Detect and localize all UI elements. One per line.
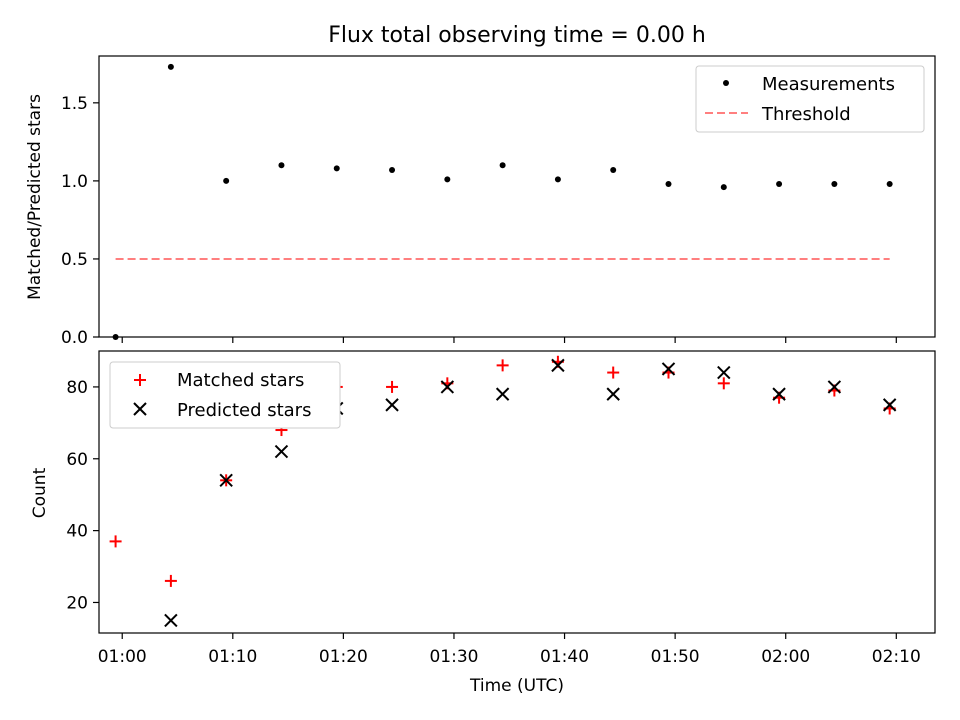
predicted-star-marker xyxy=(385,398,399,412)
predicted-star-marker xyxy=(772,387,786,401)
measurements-legend-marker xyxy=(723,80,729,86)
measurement-point xyxy=(499,162,506,169)
measurement-point xyxy=(610,166,617,173)
measurement-point xyxy=(444,176,451,183)
measurement-point xyxy=(167,63,174,70)
top-y-axis-label: Matched/Predicted stars xyxy=(25,94,45,300)
measurement-point xyxy=(389,166,396,173)
matched-legend-label: Matched stars xyxy=(177,370,304,391)
predicted-star-marker xyxy=(219,473,233,488)
matched-star-marker xyxy=(717,377,730,390)
x-tick-label: 01:50 xyxy=(651,647,700,667)
measurement-point xyxy=(333,165,340,172)
y-tick-label: 1.0 xyxy=(61,172,88,192)
predicted-star-marker xyxy=(717,365,731,380)
predicted-star-marker xyxy=(274,444,289,459)
predicted-star-marker xyxy=(827,380,842,394)
matched-star-marker xyxy=(164,574,177,587)
matched-legend-marker xyxy=(134,374,146,386)
top-axes-frame xyxy=(98,55,936,338)
y-tick-label: 1.5 xyxy=(61,94,88,114)
bottom-legend-box xyxy=(109,361,341,429)
matched-star-marker xyxy=(386,380,399,393)
predicted-star-marker xyxy=(495,387,510,401)
predicted-legend-label: Predicted stars xyxy=(177,400,311,421)
measurements-legend-label: Measurements xyxy=(762,74,895,95)
matched-star-marker xyxy=(109,535,122,548)
y-tick-label: 20 xyxy=(66,593,88,613)
bottom-y-axis-label: Count xyxy=(30,467,50,518)
measurement-point xyxy=(720,184,727,191)
measurement-point xyxy=(776,181,783,188)
y-tick-label: 40 xyxy=(66,522,88,542)
predicted-star-marker xyxy=(164,613,178,628)
threshold-legend-label: Threshold xyxy=(761,104,851,125)
predicted-star-marker xyxy=(551,358,565,373)
figure-title: Flux total observing time = 0.00 h xyxy=(328,23,706,48)
predicted-legend-marker xyxy=(133,402,147,416)
y-tick-label: 80 xyxy=(66,378,88,398)
top-legend-box xyxy=(695,65,925,133)
measurement-point xyxy=(278,162,285,169)
predicted-star-marker xyxy=(440,380,455,394)
measurement-point xyxy=(831,181,838,188)
bottom-series-marks xyxy=(109,355,897,628)
predicted-star-marker xyxy=(661,362,676,376)
matched-star-marker xyxy=(607,366,620,379)
measurement-point xyxy=(554,176,561,183)
y-tick-label: 0.5 xyxy=(61,250,88,270)
top-panel: 0.0 0.5 1.0 1.5 Matched/Predicted stars Mea… xyxy=(25,55,936,348)
measurement-point xyxy=(665,181,672,188)
x-tick-label: 02:00 xyxy=(761,647,810,667)
x-tick-label: 01:40 xyxy=(540,647,589,667)
x-tick-label: 01:10 xyxy=(208,647,257,667)
measurement-point xyxy=(886,181,893,188)
measurement-point xyxy=(223,177,230,184)
predicted-star-marker xyxy=(882,398,897,412)
top-axis-ticks: 0.0 0.5 1.0 1.5 xyxy=(61,94,897,348)
x-tick-label: 01:20 xyxy=(319,647,368,667)
bottom-legend: Matched stars Predicted stars xyxy=(109,361,341,429)
predicted-star-marker xyxy=(606,387,620,401)
x-tick-label: 02:10 xyxy=(872,647,921,667)
bottom-axis-ticks: 01:00 01:10 01:20 01:30 01:40 01:50 02:00 02:10… xyxy=(66,378,920,667)
top-series-marks xyxy=(112,63,893,340)
top-legend: Measurements Threshold xyxy=(695,65,925,133)
y-tick-label: 0.0 xyxy=(61,328,88,348)
matched-star-marker xyxy=(496,359,509,372)
x-axis-label: Time (UTC) xyxy=(469,676,564,696)
bottom-panel: 01:00 01:10 01:20 01:30 01:40 01:50 02:00 02:10… xyxy=(30,350,936,696)
x-tick-label: 01:00 xyxy=(98,647,147,667)
x-tick-label: 01:30 xyxy=(429,647,478,667)
bottom-axes-frame xyxy=(98,350,936,634)
y-tick-label: 60 xyxy=(66,450,88,470)
